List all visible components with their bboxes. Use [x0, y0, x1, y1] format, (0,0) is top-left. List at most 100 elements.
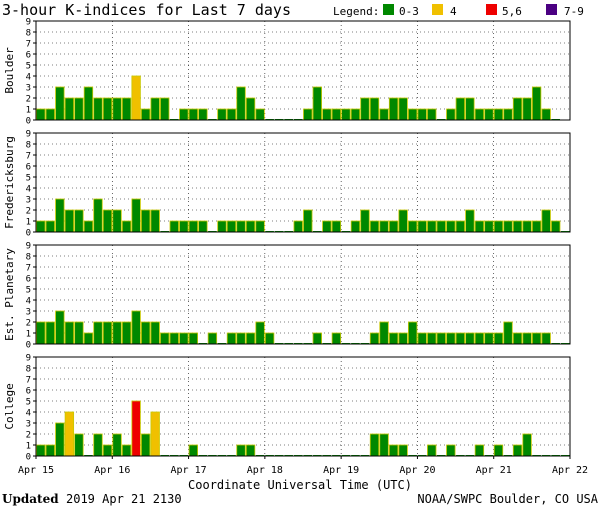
boulder-bar — [484, 108, 494, 121]
est-planetary-bar — [427, 332, 437, 345]
est-planetary-y-tick-label: 2 — [26, 319, 31, 329]
est-planetary-y-tick-label: 1 — [26, 330, 31, 340]
est-planetary-bar — [331, 332, 342, 345]
college-bar — [45, 444, 55, 457]
boulder-y-tick-label: 5 — [26, 62, 31, 72]
legend-item-0-3: 0-3 — [399, 5, 419, 18]
college-bar — [388, 444, 399, 457]
fredericksburg-bar — [74, 209, 84, 233]
college-bar — [64, 411, 75, 457]
college-bar — [369, 433, 380, 457]
fredericksburg-bar — [121, 220, 132, 233]
college-bar — [446, 444, 456, 457]
est-planetary-bar — [388, 332, 399, 345]
fredericksburg-bar — [484, 220, 494, 233]
boulder-bar — [226, 108, 237, 121]
est-planetary-bar — [112, 321, 122, 345]
boulder-bar — [217, 108, 227, 121]
fredericksburg-bar — [131, 198, 141, 233]
boulder-bar — [493, 108, 504, 121]
est-planetary-bar — [226, 332, 237, 345]
boulder-bar — [322, 108, 332, 121]
chart-title: 3-hour K-indices for Last 7 days — [2, 1, 291, 19]
fredericksburg-bar — [388, 220, 399, 233]
est-planetary-bar — [531, 332, 542, 345]
college-bar — [112, 433, 122, 457]
legend: Legend: 0-3 4 5,6 7-9 — [333, 4, 584, 18]
college-y-tick-label: 8 — [26, 365, 31, 375]
boulder-bar — [303, 108, 313, 121]
fredericksburg-bar — [198, 220, 208, 233]
boulder-y-tick-label: 4 — [26, 73, 31, 83]
boulder-bar — [455, 97, 466, 121]
boulder-bar — [312, 86, 322, 121]
est-planetary-bar — [417, 332, 427, 345]
college-y-tick-label: 6 — [26, 387, 31, 397]
fredericksburg-bar — [551, 220, 561, 233]
legend-swatch-7-9 — [546, 4, 557, 15]
fredericksburg-bar — [93, 198, 103, 233]
fredericksburg-y-tick-label: 8 — [26, 141, 31, 151]
college-bar — [188, 444, 199, 457]
est-planetary-bar — [74, 321, 84, 345]
fredericksburg-bar — [398, 209, 408, 233]
boulder-bar — [341, 108, 351, 121]
boulder-bar — [512, 97, 523, 121]
boulder-bar — [255, 108, 265, 121]
fredericksburg-bar — [417, 220, 427, 233]
est-planetary-bar — [207, 332, 218, 345]
fredericksburg-bar — [436, 220, 446, 233]
x-tick-label: Apr 21 — [476, 465, 512, 476]
boulder-bar — [74, 97, 84, 121]
fredericksburg-bar — [226, 220, 237, 233]
college-bar — [493, 444, 504, 457]
boulder-bar — [331, 108, 342, 121]
legend-item-7-9: 7-9 — [564, 5, 584, 18]
boulder-bar — [179, 108, 189, 121]
college-y-tick-label: 2 — [26, 431, 31, 441]
college-bar — [427, 444, 437, 457]
fredericksburg-y-tick-label: 3 — [26, 196, 31, 206]
fredericksburg-station-label: Fredericksburg — [3, 136, 16, 229]
est-planetary-bar — [150, 321, 160, 345]
fredericksburg-bar — [531, 220, 542, 233]
fredericksburg-bar — [236, 220, 246, 233]
est-planetary-y-tick-label: 8 — [26, 253, 31, 263]
est-planetary-bar — [541, 332, 551, 345]
boulder-bar — [121, 97, 132, 121]
est-planetary-bar — [140, 321, 151, 345]
boulder-y-tick-label: 9 — [26, 18, 31, 28]
college-bar — [522, 433, 532, 457]
updated-label: Updated — [2, 492, 59, 506]
fredericksburg-bar — [522, 220, 532, 233]
fredericksburg-bar — [45, 220, 55, 233]
boulder-station-label: Boulder — [3, 47, 16, 94]
fredericksburg-bar — [55, 198, 65, 233]
boulder-bar — [360, 97, 370, 121]
fredericksburg-bar — [140, 209, 151, 233]
boulder-bar — [398, 97, 408, 121]
boulder-bar — [350, 108, 361, 121]
boulder-bar — [93, 97, 103, 121]
x-tick-label: Apr 15 — [18, 465, 54, 476]
boulder-y-tick-label: 8 — [26, 29, 31, 39]
fredericksburg-bar — [188, 220, 199, 233]
est-planetary-y-tick-label: 0 — [26, 341, 31, 351]
boulder-bar — [531, 86, 542, 121]
college-station-label: College — [3, 383, 16, 429]
est-planetary-bar — [312, 332, 322, 345]
boulder-y-tick-label: 6 — [26, 51, 31, 61]
boulder-bar — [102, 97, 113, 121]
x-axis-title: Coordinate Universal Time (UTC) — [188, 478, 412, 492]
est-planetary-bar — [407, 321, 418, 345]
est-planetary-bar — [55, 310, 65, 345]
est-planetary-bar — [169, 332, 179, 345]
college-y-tick-label: 5 — [26, 398, 31, 408]
college-bar — [93, 433, 103, 457]
fredericksburg-bar — [217, 220, 227, 233]
fredericksburg-bar — [369, 220, 380, 233]
est-planetary-bar — [131, 310, 141, 345]
college-y-tick-label: 1 — [26, 442, 31, 452]
est-planetary-bar — [369, 332, 380, 345]
college-y-tick-label: 0 — [26, 453, 31, 463]
